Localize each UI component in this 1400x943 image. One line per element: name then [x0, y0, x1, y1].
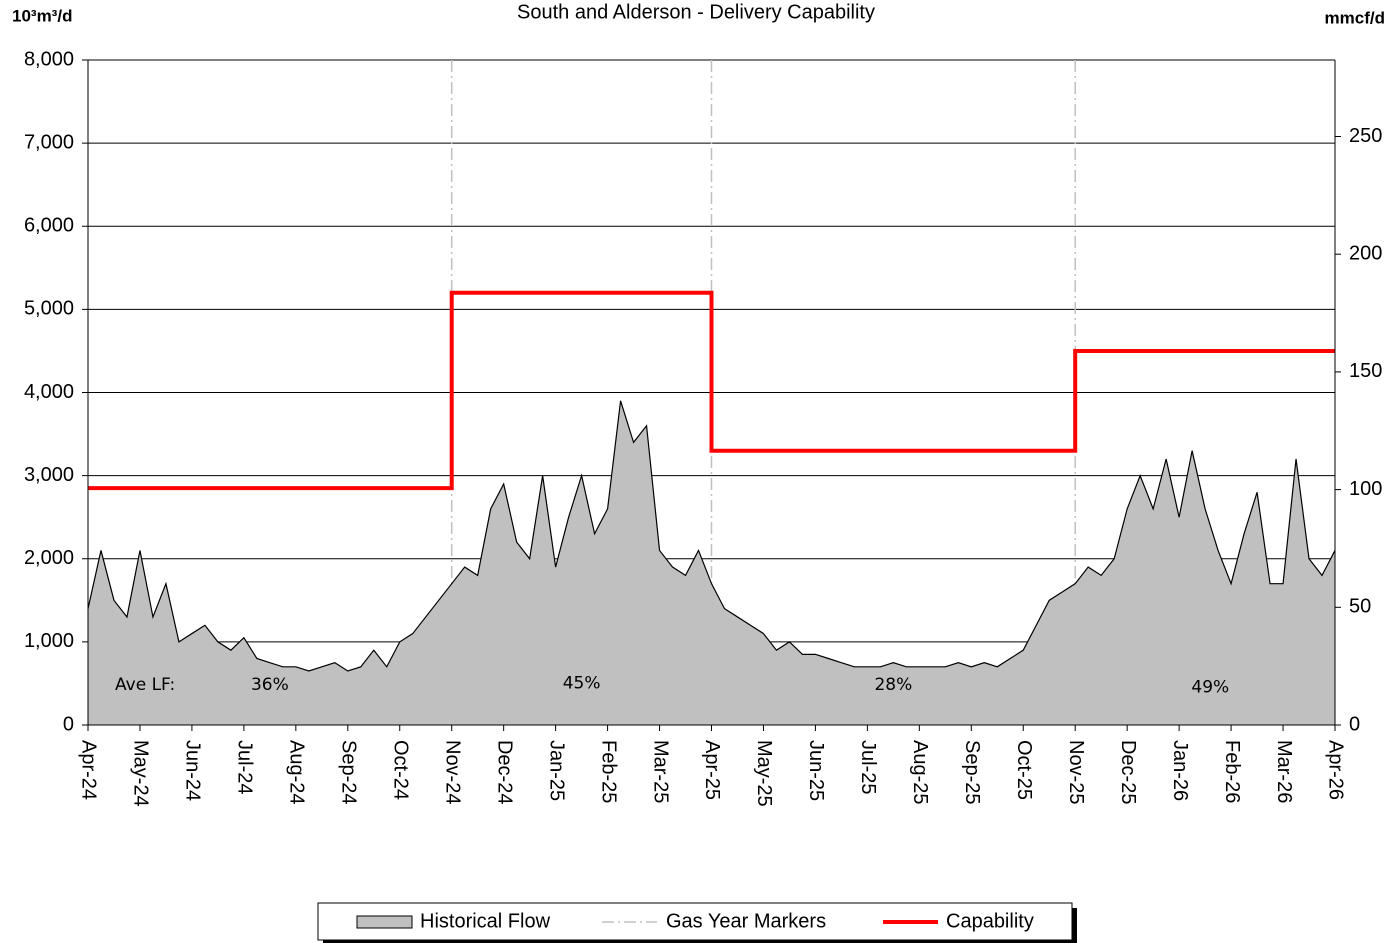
- x-tick-label: Dec-24: [493, 740, 515, 804]
- x-tick-label: Jul-25: [857, 740, 879, 794]
- y2-tick-label: 100: [1349, 478, 1382, 500]
- x-tick-label: Aug-25: [909, 740, 931, 805]
- x-tick-label: Jan-25: [545, 740, 567, 801]
- y-tick-label: 7,000: [24, 131, 74, 153]
- legend-label: Historical Flow: [420, 910, 551, 932]
- x-tick-label: Oct-24: [389, 740, 411, 800]
- y2-tick-label: 50: [1349, 596, 1371, 618]
- x-tick-label: Sep-24: [338, 740, 360, 805]
- x-tick-label: Mar-25: [649, 740, 671, 803]
- y-tick-label: 2,000: [24, 547, 74, 569]
- legend-box: [317, 902, 1073, 941]
- x-tick-label: Feb-25: [597, 740, 619, 803]
- x-tick-label: May-24: [130, 740, 152, 807]
- y-tick-label: 5,000: [24, 298, 74, 320]
- chart-title: South and Alderson - Delivery Capability: [517, 1, 875, 23]
- y-tick-label: 1,000: [24, 630, 74, 652]
- x-tick-label: Nov-25: [1065, 740, 1087, 804]
- annotation: 36%: [251, 675, 289, 695]
- x-tick-label: May-25: [753, 740, 775, 807]
- x-tick-label: Aug-24: [286, 740, 308, 805]
- annotation: Ave LF:: [115, 675, 175, 695]
- legend-swatch: [356, 915, 413, 929]
- x-tick-label: Feb-26: [1221, 740, 1243, 803]
- flow-line: [87, 400, 1336, 672]
- legend-label: Gas Year Markers: [666, 910, 826, 932]
- y-tick-label: 8,000: [24, 48, 74, 70]
- area-fill: [88, 400, 1335, 725]
- x-tick-label: Apr-24: [78, 740, 100, 800]
- y-axis-label: 10³m³/d: [12, 6, 72, 25]
- y-tick-label: 4,000: [24, 381, 74, 403]
- x-tick-label: Oct-25: [1013, 740, 1035, 800]
- y2-tick-label: 0: [1349, 713, 1360, 735]
- y-tick-label: 6,000: [24, 215, 74, 237]
- y2-tick-label: 150: [1349, 360, 1382, 382]
- y2-tick-label: 250: [1349, 125, 1382, 147]
- y2-tick-label: 200: [1349, 242, 1382, 264]
- x-tick-label: Apr-25: [701, 740, 723, 800]
- x-tick-label: Apr-26: [1325, 740, 1347, 800]
- x-tick-label: Nov-24: [441, 740, 463, 804]
- x-tick-label: Mar-26: [1273, 740, 1295, 803]
- capability-line: [88, 290, 1335, 491]
- x-tick-label: Jun-25: [805, 740, 827, 801]
- x-tick-label: Jun-24: [182, 740, 204, 801]
- y-tick-label: 0: [63, 713, 74, 735]
- legend-label: Capability: [946, 910, 1034, 932]
- annotation: 49%: [1191, 678, 1229, 698]
- annotation: 28%: [874, 675, 912, 695]
- annotation: 45%: [563, 673, 601, 693]
- y-tick-label: 3,000: [24, 464, 74, 486]
- y2-axis-label: mmcf/d: [1325, 8, 1385, 27]
- x-tick-label: Sep-25: [961, 740, 983, 805]
- x-tick-label: Dec-25: [1117, 740, 1139, 804]
- x-tick-label: Jul-24: [234, 740, 256, 794]
- x-tick-label: Jan-26: [1169, 740, 1191, 801]
